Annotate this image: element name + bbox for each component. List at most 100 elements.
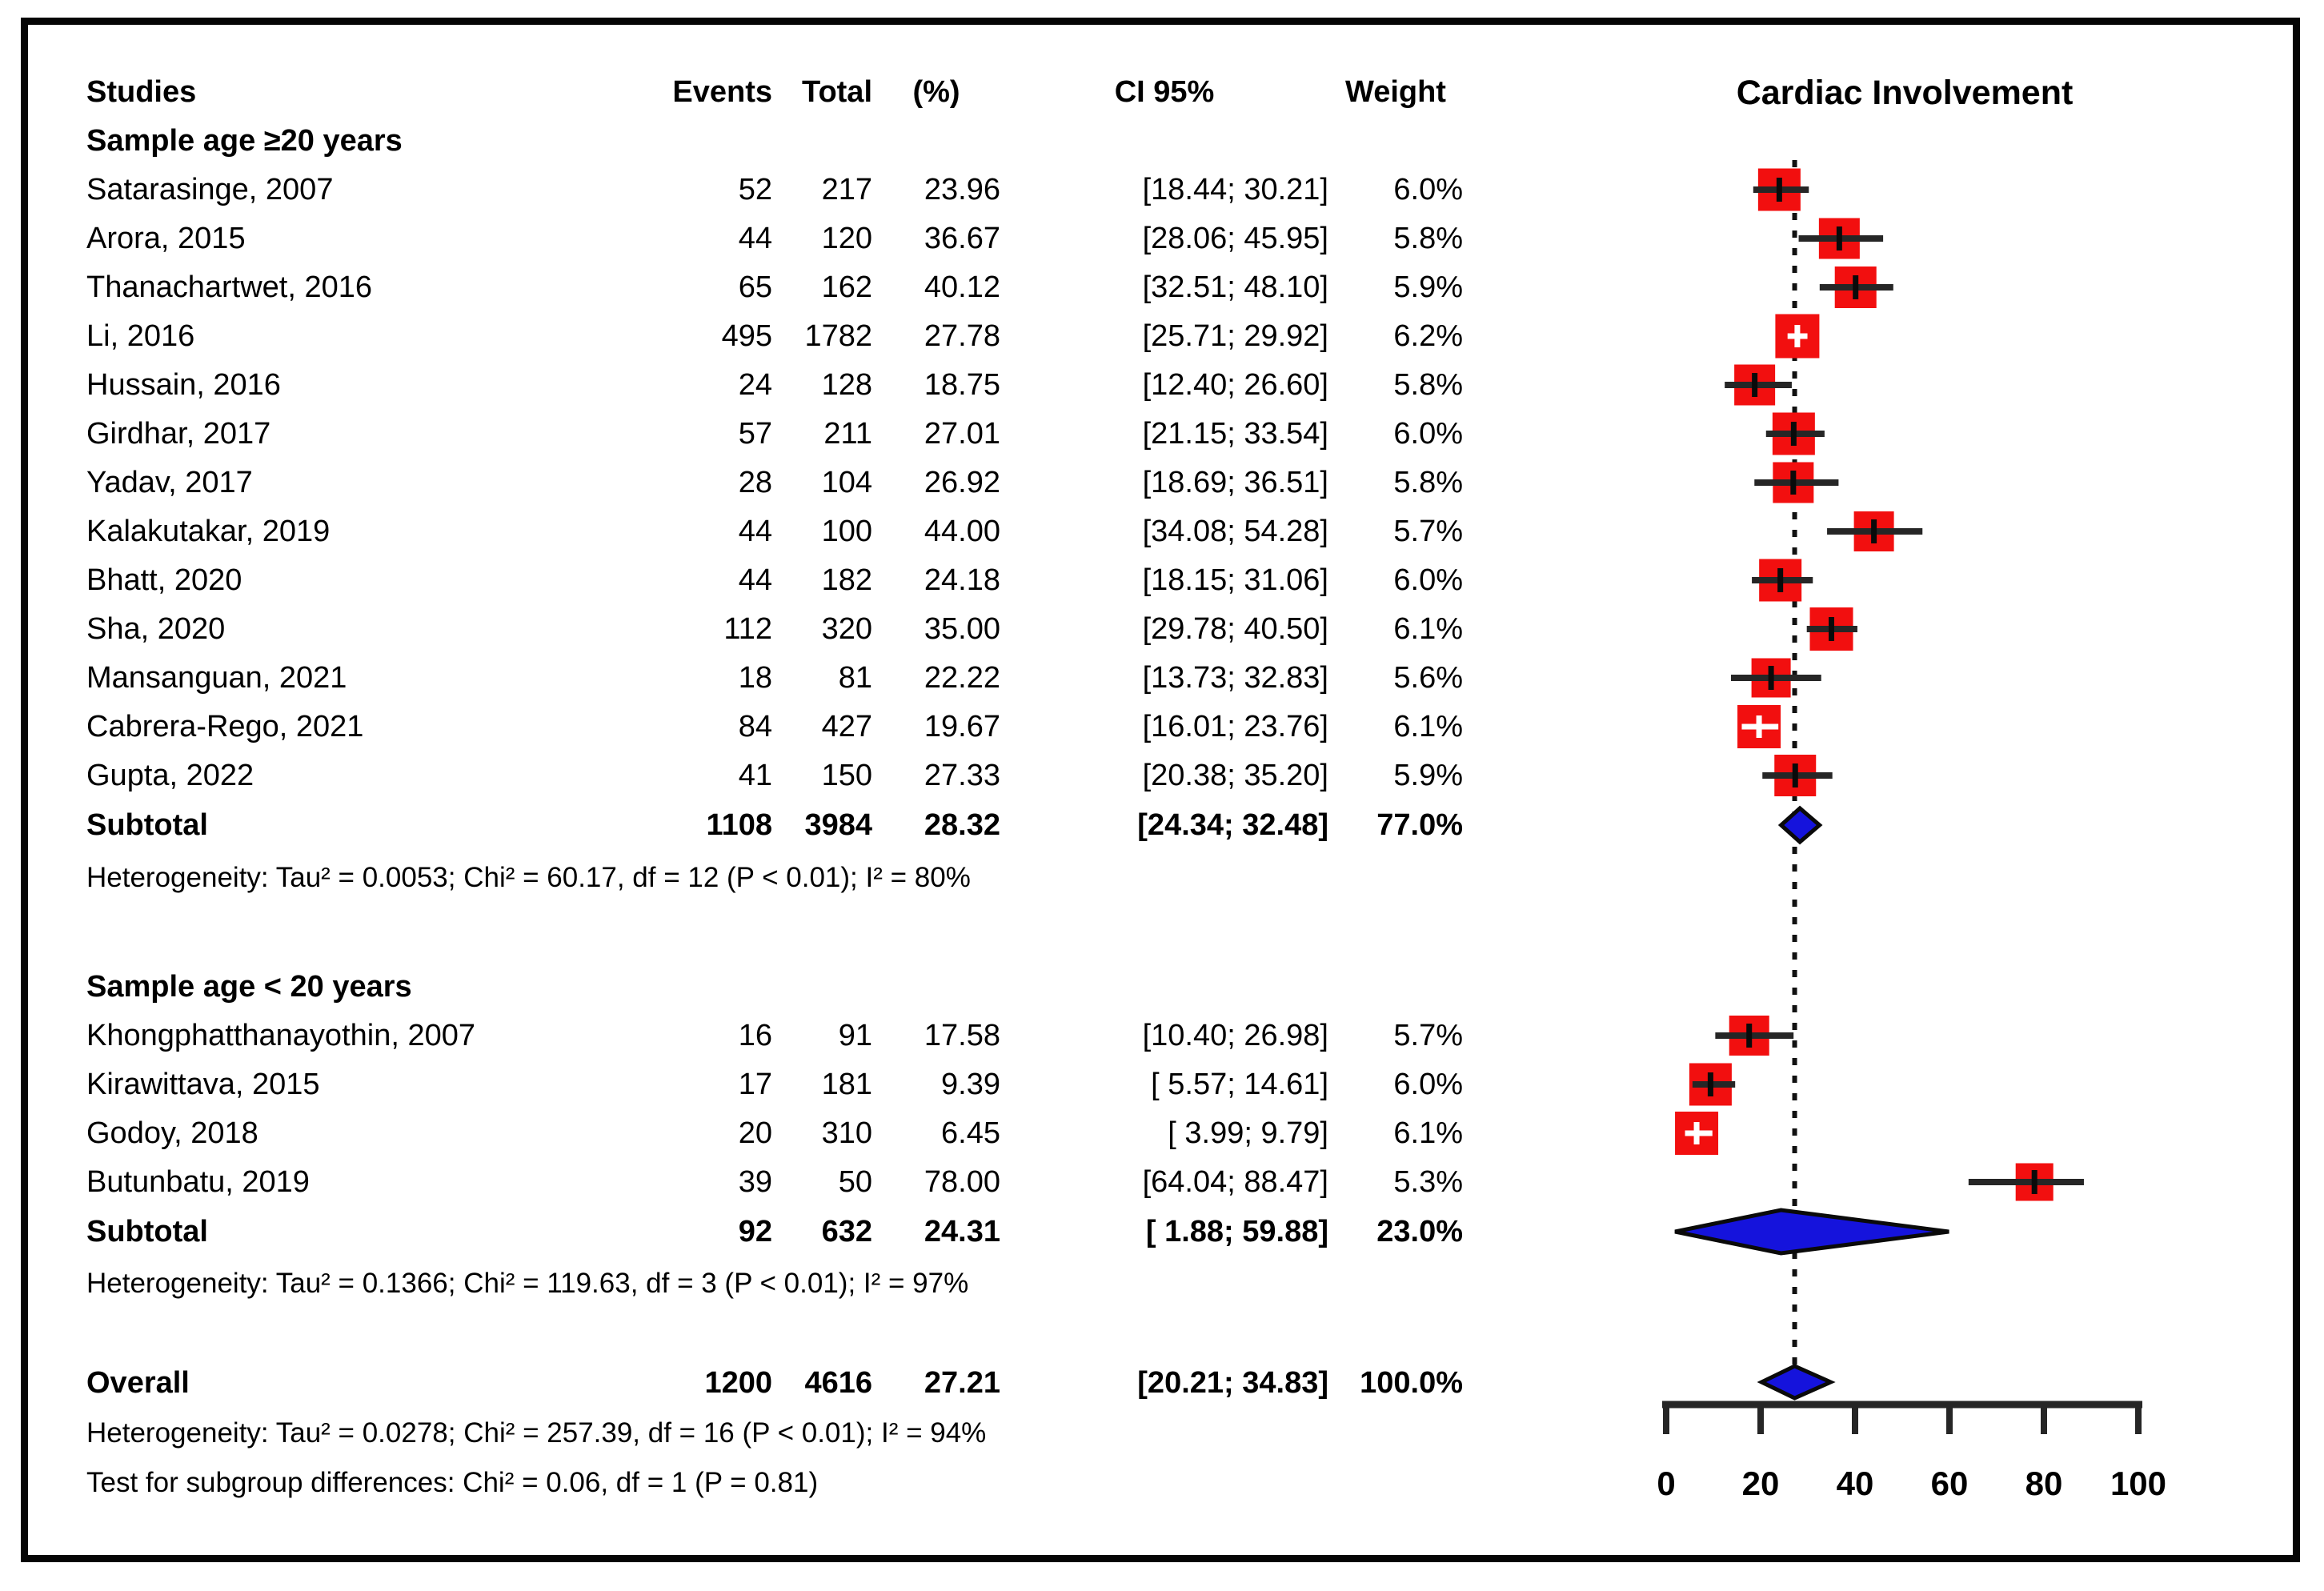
pooled-diamond — [1777, 805, 1823, 845]
study-row-total: 91 — [838, 1019, 872, 1052]
study-row-events: 44 — [738, 563, 772, 597]
study-row: Godoy, 2018 20 310 6.45 [ 3.99; 9.79] 6.1% — [86, 1112, 1463, 1155]
study-row-study: Li, 2016 — [86, 319, 195, 353]
header-weight: Weight — [1345, 75, 1446, 109]
study-row-study: Arora, 2015 — [86, 222, 246, 255]
study-row-events: 24 — [738, 368, 772, 402]
study-row-events: 28 — [738, 466, 772, 499]
study-row-weight: 5.6% — [1393, 661, 1463, 695]
subgroup-test-note: Test for subgroup differences: Chi² = 0.… — [86, 1467, 819, 1498]
subtotal-row-pct: 24.31 — [924, 1215, 1000, 1248]
study-row-total: 320 — [821, 612, 872, 646]
study-row-pct: 35.00 — [924, 612, 1000, 646]
study-row-pct: 6.45 — [941, 1116, 1000, 1150]
study-row-ci: [34.08; 54.28] — [1142, 515, 1328, 548]
study-row-events: 52 — [738, 173, 772, 206]
study-row: Kalakutakar, 2019 44 100 44.00 [34.08; 54.28… — [86, 510, 1463, 553]
study-row-ci: [25.71; 29.92] — [1142, 319, 1328, 353]
figure-border — [21, 18, 2300, 1562]
study-row-pct: 22.22 — [924, 661, 1000, 695]
study-row: Sha, 2020 112 320 35.00 [29.78; 40.50] 6.1% — [86, 607, 1463, 651]
study-row-weight: 5.8% — [1393, 222, 1463, 255]
heterogeneity-note: Heterogeneity: Tau² = 0.1366; Chi² = 119… — [86, 1268, 969, 1299]
x-axis-tick-label: 0 — [1657, 1465, 1675, 1502]
study-row-pct: 44.00 — [924, 515, 1000, 548]
subtotal-row-total: 3984 — [804, 808, 872, 842]
heterogeneity-note: Heterogeneity: Tau² = 0.0053; Chi² = 60.… — [86, 862, 971, 893]
study-row: Satarasinge, 2007 52 217 23.96 [18.44; 30.21… — [86, 168, 1463, 211]
study-row: Li, 2016 495 1782 27.78 [25.71; 29.92] 6.2% — [86, 315, 1463, 358]
study-row-events: 18 — [738, 661, 772, 695]
study-row-pct: 18.75 — [924, 368, 1000, 402]
study-row-pct: 24.18 — [924, 563, 1000, 597]
subtotal-row-ci: [24.34; 32.48] — [1137, 808, 1328, 842]
overall-row-events: 1200 — [704, 1366, 772, 1400]
study-row-ci: [28.06; 45.95] — [1142, 222, 1328, 255]
subtotal-row-weight: 23.0% — [1376, 1215, 1463, 1248]
study-row-ci: [18.69; 36.51] — [1142, 466, 1328, 499]
study-row-total: 120 — [821, 222, 872, 255]
study-row-events: 495 — [721, 319, 772, 353]
study-row-events: 41 — [738, 759, 772, 792]
pooled-diamond — [1674, 1208, 1949, 1256]
study-row: Khongphatthanayothin, 2007 16 91 17.58 [10.4… — [86, 1014, 1463, 1057]
subtotal-row-total: 632 — [821, 1215, 872, 1248]
study-row-weight: 6.0% — [1393, 417, 1463, 451]
overall-row-total: 4616 — [804, 1366, 872, 1400]
study-row-events: 44 — [738, 222, 772, 255]
study-row: Butunbatu, 2019 39 50 78.00 [64.04; 88.47] 5.… — [86, 1160, 1463, 1204]
study-row-events: 84 — [738, 710, 772, 743]
study-row-events: 16 — [738, 1019, 772, 1052]
study-row-total: 182 — [821, 563, 872, 597]
subtotal-row: Subtotal 92 632 24.31 [ 1.88; 59.88] 23.0% — [86, 1210, 1463, 1253]
study-row-pct: 27.01 — [924, 417, 1000, 451]
subtotal-row-weight: 77.0% — [1376, 808, 1463, 842]
study-row-total: 104 — [821, 466, 872, 499]
study-row-events: 44 — [738, 515, 772, 548]
study-row-ci: [20.38; 35.20] — [1142, 759, 1328, 792]
study-row-pct: 78.00 — [924, 1165, 1000, 1199]
heterogeneity-note: Heterogeneity: Tau² = 0.0278; Chi² = 257… — [86, 1417, 987, 1449]
study-row: Arora, 2015 44 120 36.67 [28.06; 45.95] 5.8% — [86, 217, 1463, 260]
study-row-weight: 6.0% — [1393, 563, 1463, 597]
group-label: Sample age < 20 years — [86, 965, 1463, 1008]
study-row-events: 39 — [738, 1165, 772, 1199]
study-row-pct: 26.92 — [924, 466, 1000, 499]
x-axis-tick-label: 60 — [1931, 1465, 1969, 1502]
study-row-total: 81 — [838, 661, 872, 695]
header-ci: CI 95% — [1114, 75, 1215, 109]
study-row-total: 310 — [821, 1116, 872, 1150]
study-row: Hussain, 2016 24 128 18.75 [12.40; 26.60] 5.8… — [86, 363, 1463, 407]
study-row-weight: 5.8% — [1393, 368, 1463, 402]
study-row: Mansanguan, 2021 18 81 22.22 [13.73; 32.83] 5… — [86, 656, 1463, 699]
study-row-weight: 6.1% — [1393, 1116, 1463, 1150]
study-row-weight: 5.7% — [1393, 515, 1463, 548]
subtotal-row-ci: [ 1.88; 59.88] — [1145, 1215, 1328, 1248]
study-row-pct: 40.12 — [924, 271, 1000, 304]
plot-title: Cardiac Involvement — [1736, 74, 2074, 112]
study-row-weight: 5.7% — [1393, 1019, 1463, 1052]
study-row-study: Yadav, 2017 — [86, 466, 253, 499]
study-row-events: 20 — [738, 1116, 772, 1150]
study-row-pct: 23.96 — [924, 173, 1000, 206]
overall-row: Overall 1200 4616 27.21 [20.21; 34.83] 100.0% — [86, 1361, 1463, 1405]
study-row-ci: [12.40; 26.60] — [1142, 368, 1328, 402]
subtotal-row-events: 92 — [738, 1215, 772, 1248]
study-row-total: 100 — [821, 515, 872, 548]
study-row-weight: 6.1% — [1393, 612, 1463, 646]
study-row-ci: [13.73; 32.83] — [1142, 661, 1328, 695]
overall-row-pct: 27.21 — [924, 1366, 1000, 1400]
subtotal-row-study: Subtotal — [86, 1215, 208, 1248]
study-row-events: 65 — [738, 271, 772, 304]
study-row: Gupta, 2022 41 150 27.33 [20.38; 35.20] 5.9% — [86, 754, 1463, 797]
group-label: Sample age ≥20 years — [86, 119, 1463, 162]
study-row-total: 150 — [821, 759, 872, 792]
study-row-ci: [18.44; 30.21] — [1142, 173, 1328, 206]
study-row-study: Bhatt, 2020 — [86, 563, 242, 597]
study-row-study: Gupta, 2022 — [86, 759, 254, 792]
study-row-ci: [32.51; 48.10] — [1142, 271, 1328, 304]
study-row-weight: 5.3% — [1393, 1165, 1463, 1199]
study-row-weight: 6.0% — [1393, 173, 1463, 206]
study-row-total: 50 — [838, 1165, 872, 1199]
